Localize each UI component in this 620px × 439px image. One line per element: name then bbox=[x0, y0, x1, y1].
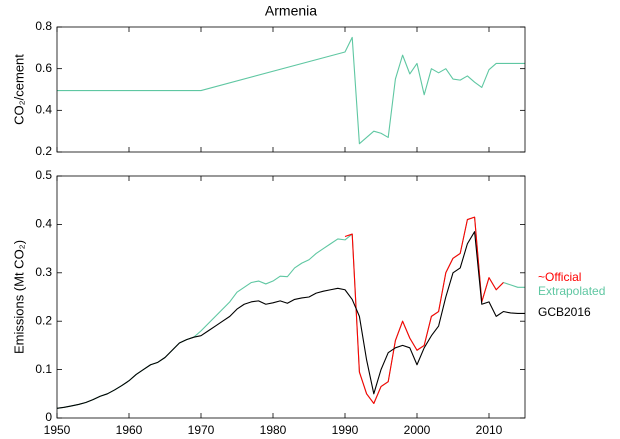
y-tick-label: 0.5 bbox=[35, 168, 52, 182]
y-tick-label: 0.2 bbox=[35, 313, 52, 327]
x-tick-label: 1960 bbox=[116, 423, 143, 437]
data-line bbox=[57, 36, 525, 145]
data-line bbox=[56, 231, 525, 409]
x-tick-label: 2000 bbox=[404, 423, 431, 437]
y-tick-label: 0.8 bbox=[35, 19, 52, 33]
plot-frame bbox=[56, 175, 526, 419]
y-tick-label: 0.1 bbox=[35, 362, 52, 376]
y-tick-label: 0.3 bbox=[35, 265, 52, 279]
data-line bbox=[56, 216, 525, 409]
legend-label: GCB2016 bbox=[538, 305, 591, 319]
chart-title: Armenia bbox=[265, 3, 317, 19]
y-axis-label: Emissions (Mt CO₂) bbox=[11, 240, 26, 354]
legend-label: ~Official bbox=[538, 270, 581, 284]
data-line bbox=[344, 216, 504, 405]
plot-frame bbox=[56, 26, 526, 153]
y-tick-label: 0 bbox=[45, 410, 52, 424]
y-tick-label: 0.4 bbox=[35, 217, 52, 231]
x-tick-label: 1980 bbox=[260, 423, 287, 437]
legend-label: Extrapolated bbox=[538, 284, 605, 298]
x-tick-label: 1990 bbox=[332, 423, 359, 437]
y-tick-label: 0.6 bbox=[35, 61, 52, 75]
y-tick-label: 0.4 bbox=[35, 103, 52, 117]
x-tick-label: 2010 bbox=[476, 423, 503, 437]
x-tick-label: 1970 bbox=[188, 423, 215, 437]
x-tick-label: 1950 bbox=[44, 423, 71, 437]
y-axis-label: CO₂/cement bbox=[11, 54, 26, 125]
y-tick-label: 0.2 bbox=[35, 144, 52, 158]
